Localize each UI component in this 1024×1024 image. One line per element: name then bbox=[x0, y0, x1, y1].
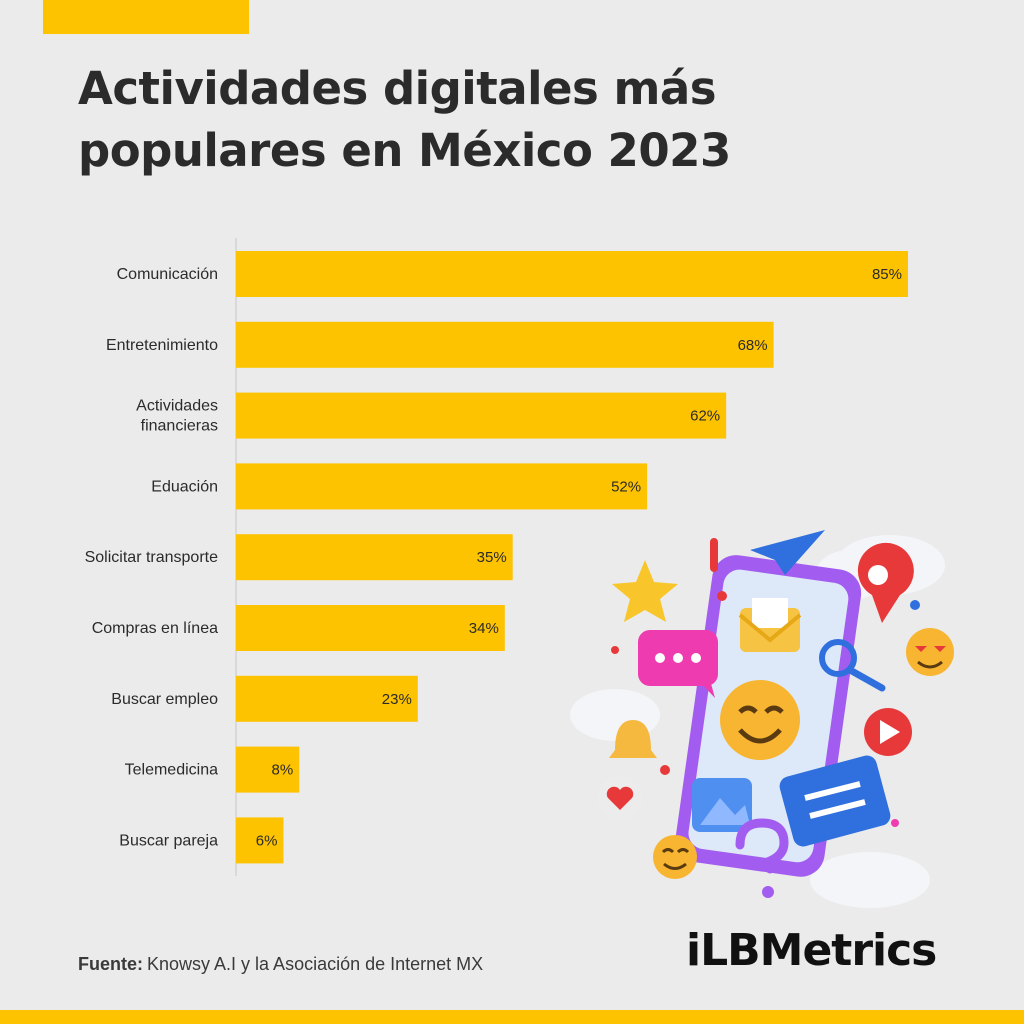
category-label: Telemedicina bbox=[125, 762, 218, 779]
value-label: 68% bbox=[738, 337, 768, 354]
value-label: 35% bbox=[477, 549, 507, 566]
category-label: Buscar pareja bbox=[119, 832, 218, 849]
category-label: Compras en línea bbox=[92, 620, 218, 637]
value-label: 6% bbox=[256, 832, 278, 849]
star-icon bbox=[612, 560, 678, 622]
location-pin-icon bbox=[857, 542, 914, 623]
exclamation-icon bbox=[710, 538, 727, 601]
value-label: 62% bbox=[690, 408, 720, 425]
value-label: 8% bbox=[272, 762, 294, 779]
value-label: 34% bbox=[469, 620, 499, 637]
smile-emoji-icon bbox=[720, 680, 800, 760]
bar-chart: 85% Comunicación 68% Entretenimiento 62% Acti… bbox=[85, 238, 908, 876]
heart-eyes-emoji-icon bbox=[906, 628, 954, 676]
category-label: Eduación bbox=[151, 478, 218, 495]
heart-icon bbox=[598, 776, 642, 820]
bar bbox=[236, 321, 774, 368]
image-icon bbox=[692, 778, 752, 832]
top-accent-bar bbox=[43, 0, 249, 34]
bar bbox=[236, 746, 300, 793]
chart-title: Actividades digitales más populares en M… bbox=[78, 62, 731, 177]
bar bbox=[236, 392, 727, 439]
source-text: Knowsy A.I y la Asociación de Internet M… bbox=[147, 954, 484, 974]
message-icon bbox=[779, 755, 891, 847]
category-label: Buscar empleo bbox=[111, 691, 218, 708]
phone-illustration bbox=[570, 530, 954, 908]
brand-logo: iLBMetrics bbox=[686, 925, 937, 976]
value-label: 52% bbox=[611, 478, 641, 495]
bar bbox=[236, 605, 505, 651]
category-label: Entretenimiento bbox=[106, 337, 218, 354]
paper-plane-icon bbox=[750, 530, 825, 575]
category-label: Comunicación bbox=[117, 266, 218, 283]
blush-emoji-icon bbox=[653, 835, 697, 879]
bar bbox=[236, 817, 284, 864]
chat-bubble-icon bbox=[638, 630, 718, 698]
bottom-accent-bar bbox=[0, 1010, 1024, 1024]
bar bbox=[236, 534, 513, 581]
source-label: Fuente: bbox=[78, 954, 143, 974]
magnifier-icon bbox=[819, 639, 886, 692]
question-icon bbox=[735, 818, 789, 898]
bar bbox=[236, 463, 648, 510]
category-label: Solicitar transporte bbox=[85, 549, 218, 566]
value-label: 23% bbox=[382, 691, 412, 708]
value-label: 85% bbox=[872, 266, 902, 283]
category-label: Actividades financieras bbox=[136, 398, 218, 435]
envelope-icon bbox=[738, 598, 802, 652]
bar bbox=[236, 675, 418, 722]
source-note: Fuente: Knowsy A.I y la Asociación de Int… bbox=[78, 954, 483, 975]
play-icon bbox=[864, 708, 912, 756]
bar bbox=[236, 251, 908, 297]
bell-icon bbox=[609, 720, 657, 758]
